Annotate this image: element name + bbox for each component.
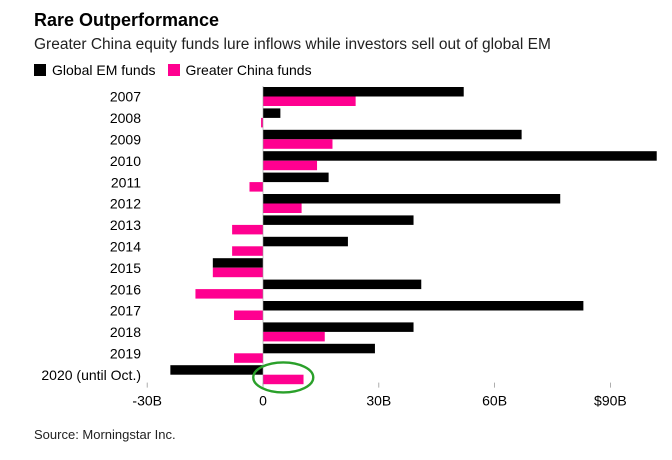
bar-greater-china-funds-2014 (232, 246, 263, 256)
bar-global-em-funds-2013 (263, 215, 414, 225)
category-label-2017: 2017 (110, 303, 141, 319)
bar-global-em-funds-2016 (263, 279, 422, 290)
x-tick-label-30b: 30B (366, 393, 391, 409)
category-label-2020-until-oct: 2020 (until Oct.) (41, 367, 141, 383)
bar-global-em-funds-2012 (263, 194, 561, 204)
chart-subtitle: Greater China equity funds lure inflows … (34, 36, 551, 53)
bar-greater-china-funds-2016 (195, 289, 263, 299)
bar-greater-china-funds-2012 (263, 203, 302, 213)
legend-swatch-global-em (34, 64, 46, 76)
bar-greater-china-funds-2010 (263, 160, 318, 171)
bar-global-em-funds-2010 (263, 151, 657, 161)
bar-global-em-funds-2007 (263, 87, 464, 97)
x-tick-label-0: 0 (259, 393, 267, 409)
bar-greater-china-funds-2011 (249, 182, 263, 192)
bar-global-em-funds-2019 (263, 343, 375, 354)
category-label-2009: 2009 (110, 132, 141, 148)
category-label-2008: 2008 (110, 110, 141, 126)
legend: Global EM funds Greater China funds (34, 62, 312, 78)
x-tick-label-30b: -30B (132, 393, 162, 409)
bar-global-em-funds-2011 (263, 172, 329, 183)
category-label-2018: 2018 (110, 324, 141, 340)
bar-greater-china-funds-2008 (261, 117, 263, 128)
bar-greater-china-funds-2017 (234, 310, 263, 320)
source-note: Source: Morningstar Inc. (34, 427, 176, 442)
bar-greater-china-funds-2019 (234, 353, 263, 363)
category-label-2019: 2019 (110, 346, 141, 362)
bar-global-em-funds-2008 (263, 108, 281, 118)
category-label-2010: 2010 (110, 153, 141, 169)
bar-global-em-funds-2014 (263, 236, 348, 247)
chart-title: Rare Outperformance (34, 10, 220, 30)
x-tick-label-60b: 60B (482, 393, 507, 409)
bar-greater-china-funds-2007 (263, 96, 356, 106)
legend-swatch-greater-china (167, 64, 180, 76)
bar-global-em-funds-2009 (263, 129, 522, 140)
category-label-2015: 2015 (110, 260, 141, 276)
x-tick-label-90b: $90B (594, 393, 627, 409)
category-label-2013: 2013 (110, 217, 141, 233)
annotation-circle (252, 361, 315, 394)
category-label-2011: 2011 (111, 174, 141, 190)
bar-global-em-funds-2015 (212, 258, 263, 268)
bar-greater-china-funds-2015 (212, 267, 263, 278)
legend-label-global-em: Global EM funds (52, 62, 156, 78)
category-label-2012: 2012 (110, 196, 141, 212)
bar-greater-china-funds-2013 (232, 224, 263, 235)
bar-global-em-funds-2020-until-oct (170, 365, 263, 375)
bar-global-em-funds-2018 (263, 322, 414, 332)
bar-greater-china-funds-2009 (263, 139, 333, 149)
legend-item-global-em: Global EM funds (34, 62, 156, 78)
category-label-2016: 2016 (110, 281, 141, 297)
bar-global-em-funds-2017 (263, 301, 584, 311)
legend-label-greater-china: Greater China funds (185, 62, 312, 78)
category-label-2007: 2007 (110, 89, 141, 105)
category-label-2014: 2014 (110, 239, 141, 255)
bar-greater-china-funds-2020-until-oct (263, 374, 304, 385)
legend-item-greater-china: Greater China funds (167, 62, 312, 78)
bar-greater-china-funds-2018 (263, 331, 325, 342)
